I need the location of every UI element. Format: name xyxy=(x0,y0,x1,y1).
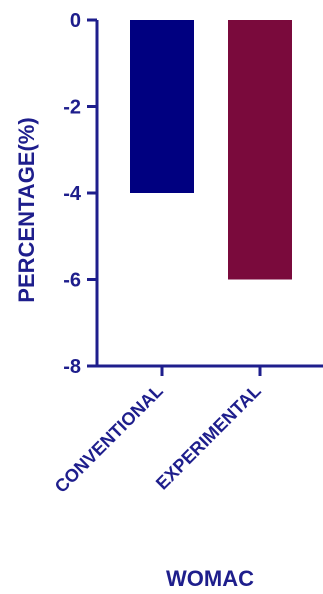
bar-experimental xyxy=(228,20,292,280)
y-axis: 0 -2 -4 -6 -8 xyxy=(63,10,99,378)
category-label: EXPERIMENTAL xyxy=(152,381,265,494)
y-tick-label: -6 xyxy=(63,270,81,292)
x-axis-title: WOMAC xyxy=(166,566,254,591)
y-tick-label: -8 xyxy=(63,356,81,378)
y-tick-label: -4 xyxy=(63,183,82,205)
y-axis-title: PERCENTAGE(%) xyxy=(14,117,39,302)
bars xyxy=(130,20,292,280)
category-label: CONVENTIONAL xyxy=(51,381,167,497)
x-axis xyxy=(97,364,323,376)
y-tick-label: -2 xyxy=(63,97,81,119)
bar-conventional xyxy=(130,20,194,193)
y-tick-label: 0 xyxy=(70,10,81,32)
